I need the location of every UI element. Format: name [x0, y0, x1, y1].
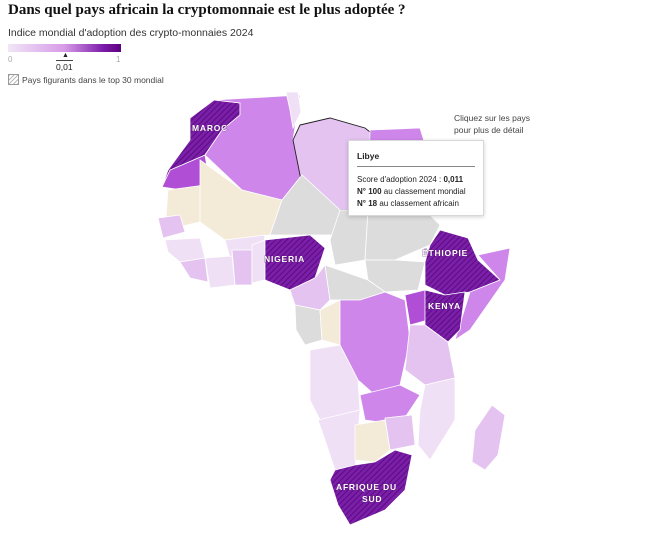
label-afrique-du-sud-2: SUD — [362, 494, 382, 504]
country-madagascar[interactable] — [471, 404, 506, 471]
tooltip-score-value: 0,011 — [443, 175, 464, 184]
color-legend: 0 1 ▲ 0,01 — [8, 43, 124, 75]
tooltip-africa-rank: N° 18 au classement africain — [357, 199, 459, 208]
tooltip-score: Score d'adoption 2024 : 0,011 — [357, 175, 463, 184]
tooltip-country-name: Libye — [357, 151, 380, 161]
country-ghana[interactable] — [231, 249, 253, 286]
legend-marker-value: 0,01 — [56, 60, 73, 72]
legend-marker-icon: ▲ — [62, 52, 69, 59]
tooltip-africa-rank-label: au classement africain — [377, 199, 459, 208]
legend-max: 1 — [116, 55, 121, 64]
click-hint-line-2: pour plus de détail — [454, 125, 524, 135]
tooltip-divider — [357, 166, 475, 167]
country-guinea[interactable] — [164, 237, 206, 263]
country-ivory-coast[interactable] — [204, 255, 236, 289]
tooltip-score-label: Score d'adoption 2024 : — [357, 175, 444, 184]
hatch-legend-label: Pays figurants dans le top 30 mondial — [22, 74, 164, 85]
click-hint-line-1: Cliquez sur les pays — [454, 113, 531, 123]
label-afrique-du-sud-1: AFRIQUE DU — [336, 482, 397, 492]
chart-subtitle: Indice mondial d'adoption des crypto-mon… — [8, 27, 254, 39]
country-tooltip: Libye Score d'adoption 2024 : 0,011 N° 1… — [348, 140, 484, 216]
tooltip-africa-rank-value: N° 18 — [357, 199, 378, 208]
label-ethiopie: ÉTHIOPIE — [422, 248, 468, 258]
chart-title: Dans quel pays africain la cryptomonnaie… — [8, 2, 406, 18]
country-somalia[interactable] — [454, 247, 511, 341]
hatch-legend: Pays figurants dans le top 30 mondial — [8, 74, 164, 85]
legend-gradient — [8, 44, 121, 52]
legend-min: 0 — [8, 55, 13, 64]
country-zambia[interactable] — [359, 384, 421, 426]
country-senegal[interactable] — [157, 214, 186, 239]
country-south-africa[interactable] — [329, 449, 413, 526]
tooltip-world-rank-label: au classement mondial — [381, 187, 466, 196]
click-hint: Cliquez sur les pays pour plus de détail — [454, 112, 564, 136]
country-liberia[interactable] — [179, 257, 209, 283]
hatch-swatch-icon — [8, 74, 19, 85]
country-gabon[interactable] — [294, 304, 323, 346]
label-kenya: KENYA — [428, 301, 461, 311]
label-nigeria: NIGERIA — [264, 254, 305, 264]
label-maroc: MAROC — [192, 123, 228, 133]
country-mozambique[interactable] — [417, 377, 456, 461]
tooltip-world-rank-value: N° 100 — [357, 187, 382, 196]
tooltip-world-rank: N° 100 au classement mondial — [357, 187, 466, 196]
country-uganda[interactable] — [404, 289, 429, 326]
country-namibia[interactable] — [317, 409, 361, 471]
country-tunisia[interactable] — [285, 91, 302, 130]
country-botswana[interactable] — [354, 419, 391, 463]
